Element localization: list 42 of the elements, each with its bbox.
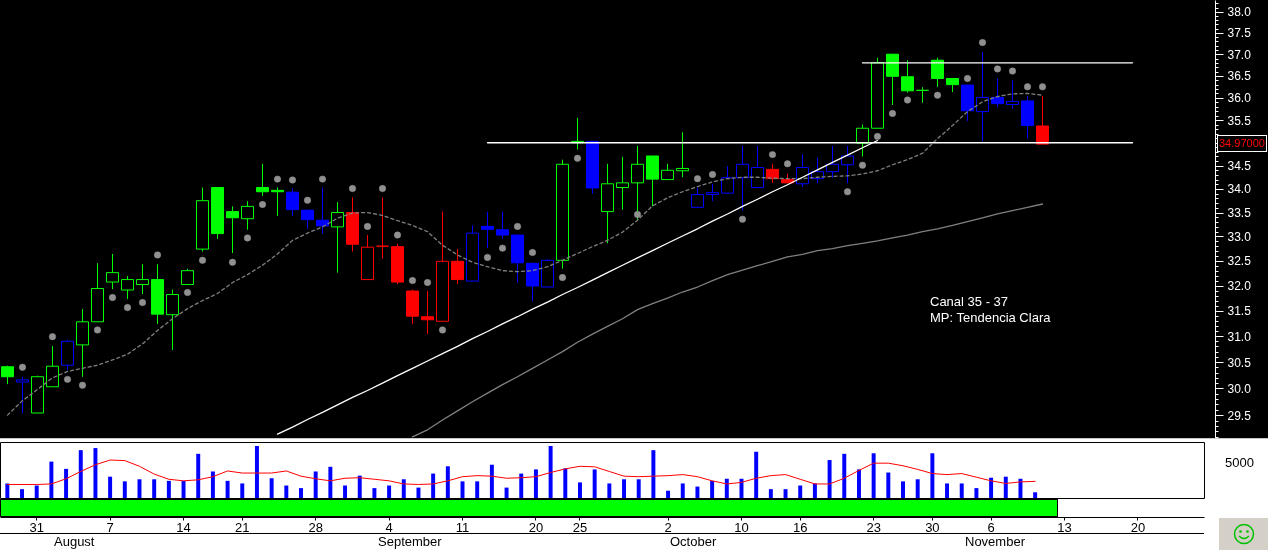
x-tick-label: 16 — [792, 519, 808, 535]
x-tick-label: 7 — [106, 519, 114, 535]
y-tick-label: 34.0 — [1227, 182, 1252, 197]
y-tick-label: 33.0 — [1227, 230, 1252, 244]
y-tick-label: 36.0 — [1227, 91, 1252, 106]
annotation: Canal 35 - 37 — [930, 294, 1009, 309]
x-tick-label: 21 — [235, 519, 250, 535]
x-tick-label: 2 — [664, 519, 672, 535]
x-tick-label: 28 — [308, 519, 323, 535]
x-tick-label: 4 — [385, 519, 393, 535]
x-tick-label: 13 — [1057, 519, 1072, 535]
y-tick-label: 37.5 — [1227, 26, 1252, 41]
y-tick-label: 36.5 — [1227, 69, 1252, 84]
x-tick-label: 23 — [866, 519, 881, 535]
y-tick-label: 30.5 — [1227, 355, 1252, 370]
y-tick-label: 38.0 — [1227, 5, 1252, 20]
y-tick-label: 32.0 — [1227, 279, 1252, 294]
y-tick-label: 32.5 — [1227, 254, 1252, 269]
x-tick-label: 20 — [1130, 519, 1146, 535]
x-tick-label: 25 — [572, 519, 588, 535]
text: November — [965, 534, 1026, 549]
x-tick-label: 31 — [29, 519, 44, 535]
annotation: MP: Tendencia Clara — [930, 310, 1052, 325]
y-tick-label: 37.0 — [1227, 47, 1252, 62]
text: October — [670, 534, 717, 549]
y-tick-label: 34.5 — [1227, 159, 1252, 174]
text: 5000 — [1225, 455, 1254, 470]
y-tick-label: 31.0 — [1227, 329, 1252, 344]
text: 34.97000 — [1217, 135, 1267, 153]
x-tick-label: 30 — [925, 519, 940, 535]
y-tick-label: 33.5 — [1227, 206, 1252, 221]
x-tick-label: 6 — [987, 519, 995, 535]
text: August — [54, 534, 95, 549]
y-tick-label: 31.5 — [1227, 304, 1252, 319]
x-tick-label: 14 — [176, 519, 191, 535]
y-tick-label: 35.5 — [1227, 113, 1252, 128]
y-tick-label: 29.5 — [1227, 408, 1252, 423]
y-tick-label: 30.0 — [1227, 381, 1252, 396]
x-tick-label: 11 — [455, 519, 470, 535]
text: September — [378, 534, 443, 549]
x-tick-label: 10 — [734, 519, 749, 535]
x-tick-label: 20 — [528, 519, 544, 535]
